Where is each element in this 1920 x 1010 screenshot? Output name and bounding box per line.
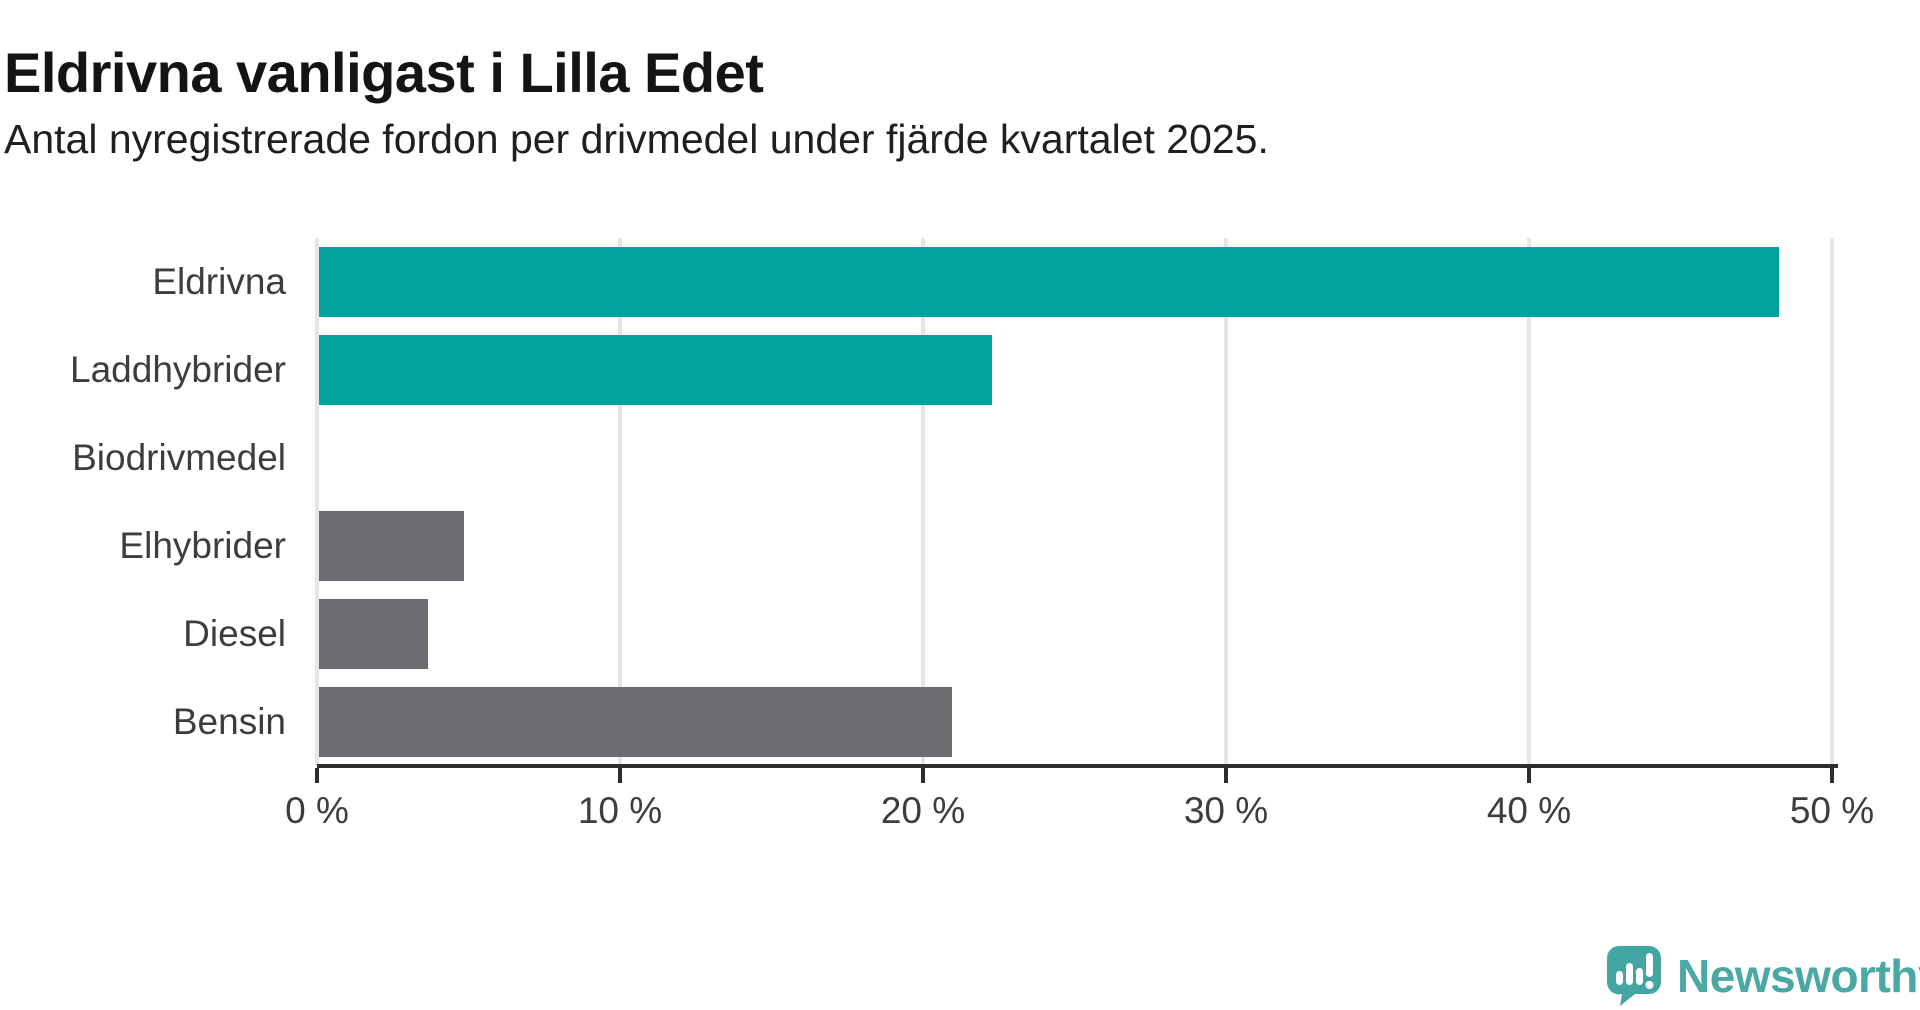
category-label-bensin: Bensin [172, 701, 286, 742]
bar-laddhybrider [319, 335, 992, 405]
x-axis-line [317, 764, 1838, 768]
x-tick-10 [618, 768, 622, 783]
gridline-20 [921, 238, 925, 766]
x-tick-30 [1224, 768, 1228, 783]
y-axis-category-labels: Eldrivna Laddhybrider Biodrivmedel Elhybrid… [0, 238, 286, 766]
gridline-50 [1830, 238, 1834, 766]
category-label-elhybrider: Elhybrider [119, 525, 286, 566]
x-tick-20 [921, 768, 925, 783]
newsworthy-logo: Newsworthy [1605, 944, 1920, 1008]
category-label-eldrivna: Eldrivna [152, 261, 286, 302]
x-tick-label-50: 50 % [1789, 790, 1875, 831]
bar-elhybrider [319, 511, 465, 581]
category-label-biodrivmedel: Biodrivmedel [72, 437, 286, 478]
gridline-10 [618, 238, 622, 766]
gridline-30 [1224, 238, 1228, 766]
x-tick-label-30: 30 % [1183, 790, 1269, 831]
bar-eldrivna [319, 247, 1780, 317]
x-tick-50 [1830, 768, 1834, 783]
bar-diesel [319, 599, 429, 669]
x-tick-label-20: 20 % [880, 790, 966, 831]
x-tick-label-10: 10 % [577, 790, 663, 831]
newsworthy-logo-text: Newsworthy [1677, 950, 1920, 1002]
category-label-laddhybrider: Laddhybrider [70, 349, 286, 390]
chart-subtitle: Antal nyregistrerade fordon per drivmede… [4, 116, 1269, 162]
newsworthy-logo-mark-icon [1606, 946, 1661, 1006]
x-tick-40 [1527, 768, 1531, 783]
bar-chart-plot-area [315, 238, 1877, 766]
gridline-40 [1527, 238, 1531, 766]
gridline-0 [315, 238, 319, 766]
category-label-diesel: Diesel [183, 613, 286, 654]
x-tick-label-0: 0 % [285, 790, 349, 831]
x-tick-label-40: 40 % [1486, 790, 1572, 831]
x-tick-0 [315, 768, 319, 783]
chart-title: Eldrivna vanligast i Lilla Edet [4, 40, 764, 104]
bar-bensin [319, 687, 953, 757]
